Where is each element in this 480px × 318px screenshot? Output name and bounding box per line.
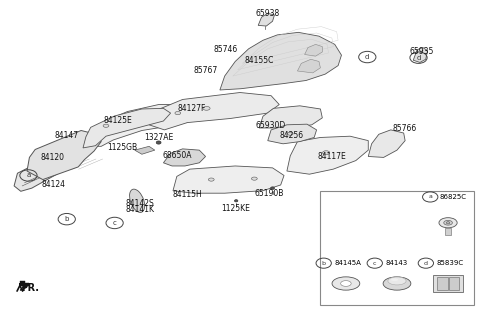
Text: 84141K: 84141K <box>125 205 155 214</box>
FancyBboxPatch shape <box>448 278 459 289</box>
Polygon shape <box>287 136 368 174</box>
Text: 84117E: 84117E <box>317 152 346 161</box>
Text: b: b <box>322 261 326 266</box>
Polygon shape <box>220 32 341 90</box>
Polygon shape <box>258 13 275 26</box>
Text: c: c <box>113 220 117 226</box>
Polygon shape <box>20 281 29 286</box>
Text: 84115H: 84115H <box>172 190 202 199</box>
Polygon shape <box>135 146 155 154</box>
Ellipse shape <box>252 177 257 180</box>
Text: d: d <box>365 54 370 60</box>
Polygon shape <box>268 124 317 144</box>
Text: 84127F: 84127F <box>178 105 206 114</box>
Ellipse shape <box>341 281 351 286</box>
Ellipse shape <box>208 178 214 181</box>
Polygon shape <box>368 130 405 157</box>
Text: 84124: 84124 <box>41 180 65 190</box>
FancyBboxPatch shape <box>433 275 463 292</box>
Ellipse shape <box>444 220 452 225</box>
Text: d: d <box>424 261 428 266</box>
Text: 85766: 85766 <box>393 124 417 134</box>
Text: b: b <box>64 216 69 222</box>
Polygon shape <box>14 148 80 191</box>
Ellipse shape <box>156 141 161 144</box>
Ellipse shape <box>446 222 450 224</box>
Polygon shape <box>305 45 323 56</box>
Text: 65190B: 65190B <box>254 189 283 198</box>
FancyBboxPatch shape <box>437 278 447 289</box>
Text: c: c <box>373 261 376 266</box>
Text: 85746: 85746 <box>214 45 238 54</box>
Polygon shape <box>413 48 428 62</box>
FancyBboxPatch shape <box>321 191 474 305</box>
Text: 84256: 84256 <box>280 131 304 140</box>
Ellipse shape <box>103 124 109 127</box>
Ellipse shape <box>388 277 406 285</box>
Text: a: a <box>428 195 432 199</box>
Text: 84143: 84143 <box>385 260 408 266</box>
Text: 1125GB: 1125GB <box>108 143 138 152</box>
Ellipse shape <box>203 107 210 110</box>
Polygon shape <box>445 228 451 235</box>
Text: 84120: 84120 <box>40 153 64 162</box>
Polygon shape <box>259 106 323 128</box>
Text: 1327AE: 1327AE <box>144 133 173 142</box>
Text: 65930D: 65930D <box>256 121 286 130</box>
Ellipse shape <box>332 277 360 290</box>
Text: 65935: 65935 <box>410 47 434 56</box>
Ellipse shape <box>130 189 144 212</box>
Text: 84155C: 84155C <box>244 56 274 66</box>
Polygon shape <box>27 130 101 180</box>
Ellipse shape <box>175 112 180 115</box>
Text: 84145A: 84145A <box>334 260 361 266</box>
Text: 84125E: 84125E <box>104 116 132 125</box>
Text: FR.: FR. <box>21 283 39 293</box>
Text: 68650A: 68650A <box>162 151 192 160</box>
Text: 85767: 85767 <box>193 66 217 75</box>
Ellipse shape <box>391 279 398 281</box>
Polygon shape <box>173 166 284 193</box>
Text: 65938: 65938 <box>256 9 280 18</box>
Ellipse shape <box>271 187 275 190</box>
Ellipse shape <box>439 218 457 228</box>
Polygon shape <box>298 59 321 73</box>
Polygon shape <box>91 105 202 146</box>
Text: 1125KE: 1125KE <box>221 204 250 212</box>
Text: a: a <box>26 172 31 178</box>
Text: 86825C: 86825C <box>440 194 467 200</box>
Text: 84142S: 84142S <box>126 199 155 208</box>
Text: 84147: 84147 <box>55 131 79 140</box>
Ellipse shape <box>323 151 330 155</box>
Ellipse shape <box>383 277 411 290</box>
Polygon shape <box>149 93 279 130</box>
Ellipse shape <box>235 200 238 202</box>
Polygon shape <box>163 149 205 166</box>
Text: d: d <box>416 55 420 61</box>
Polygon shape <box>83 108 170 148</box>
Ellipse shape <box>288 132 293 135</box>
Text: 85839C: 85839C <box>436 260 464 266</box>
